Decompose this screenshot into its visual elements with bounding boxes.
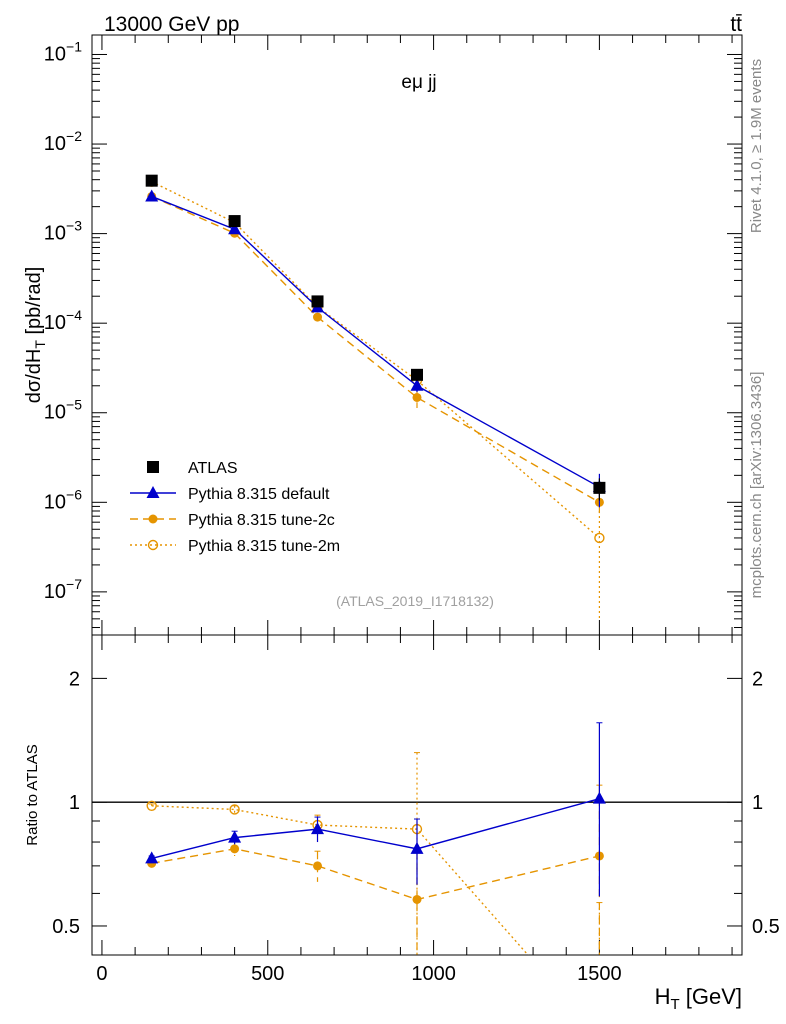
main-y-tick-label: 10−1 <box>44 38 82 65</box>
legend-label: ATLAS <box>188 460 238 477</box>
ratio-point <box>146 800 157 811</box>
main-y-tick-label: 10−6 <box>44 486 82 513</box>
x-tick-label: 1500 <box>577 963 622 985</box>
ratio-point <box>592 791 606 804</box>
x-tick-label: 500 <box>251 963 284 985</box>
main-y-tick-label: 10−4 <box>44 307 82 334</box>
mcplots-info-label: mcplots.cern.ch [arXiv:1306.3436] <box>748 372 765 599</box>
legend-marker <box>147 461 159 473</box>
x-tick-label: 1000 <box>411 963 456 985</box>
main-axis-ticks <box>92 35 742 635</box>
ratio-series-body <box>145 722 606 897</box>
ratio-series-body <box>146 752 603 955</box>
legend-entry: Pythia 8.315 default <box>130 486 330 503</box>
ratio-frame <box>91 634 743 956</box>
data-point <box>145 174 158 187</box>
ratio-point <box>311 822 325 835</box>
header-left-label: 13000 GeV pp <box>104 13 239 36</box>
ratio-point <box>228 830 242 843</box>
legend-label: Pythia 8.315 tune-2m <box>188 538 340 555</box>
main-y-tick-label: 10−2 <box>44 128 82 155</box>
ratio-series-pythia-8-315-tune-2c <box>147 784 604 955</box>
data-point <box>593 481 606 494</box>
main-series-group <box>145 174 606 619</box>
ratio-series-group <box>145 722 606 955</box>
legend-entry: Pythia 8.315 tune-2c <box>130 512 335 529</box>
ratio-point <box>230 844 240 854</box>
main-y-axis-label: dσ/dHT [pb/rad] <box>23 267 48 404</box>
x-tick-label: 0 <box>96 963 107 985</box>
x-axis-label: HT [GeV] <box>655 984 742 1013</box>
legend-label: Pythia 8.315 tune-2c <box>188 512 335 529</box>
ratio-y-tick-label: 2 <box>69 668 80 690</box>
ratio-panel: 0.5 0.5 1 1 2 2 Ratio to ATLAS 0 500 1000 1500 H… <box>24 634 780 1013</box>
main-y-tick-label: 10−5 <box>44 397 82 424</box>
ratio-axis-ticks <box>92 635 742 955</box>
ratio-point <box>412 894 422 904</box>
data-point <box>594 532 605 544</box>
legend-entry: Pythia 8.315 tune-2m <box>130 538 340 555</box>
ratio-point <box>145 851 159 864</box>
header-right-label: tt̄ <box>730 13 742 36</box>
analysis-watermark: (ATLAS_2019_I1718132) <box>336 593 494 609</box>
ratio-series-body <box>147 784 604 955</box>
rivet-info-label: Rivet 4.1.0, ≥ 1.9M events <box>748 59 765 233</box>
ratio-y-tick-label: 1 <box>69 792 80 814</box>
data-point <box>410 378 424 391</box>
main-panel: 10−7 10−6 10−5 10−4 10−3 10−2 10−1 eμ jj (ATLA… <box>23 34 743 636</box>
data-point <box>228 222 242 235</box>
ratio-line <box>151 805 529 955</box>
ratio-series-pythia-8-315-tune-2m <box>146 752 603 955</box>
series-line <box>151 181 600 539</box>
data-point <box>313 312 323 322</box>
ratio-series-pythia-8-315-default <box>145 722 606 897</box>
main-y-tick-label: 10−7 <box>44 576 82 603</box>
ratio-y-tick-labels: 0.5 0.5 1 1 2 2 <box>52 668 780 938</box>
series-line <box>151 195 600 503</box>
legend-marker <box>147 539 159 551</box>
ratio-y-tick-label-right: 1 <box>752 792 763 814</box>
series-line <box>151 195 600 488</box>
series-atlas <box>145 174 606 501</box>
ratio-point <box>229 804 240 815</box>
data-point <box>412 392 422 402</box>
main-title: eμ jj <box>401 72 436 93</box>
legend-marker <box>148 514 158 524</box>
x-tick-labels: 0 500 1000 1500 <box>96 963 621 985</box>
ratio-y-axis-label: Ratio to ATLAS <box>24 744 41 845</box>
main-y-tick-label: 10−3 <box>44 218 82 245</box>
legend-entry: ATLAS <box>147 460 238 477</box>
ratio-line <box>151 797 600 860</box>
ratio-y-tick-label: 0.5 <box>52 916 80 938</box>
ratio-point <box>313 861 323 871</box>
legend-label: Pythia 8.315 default <box>188 486 330 503</box>
ratio-point <box>410 841 424 854</box>
data-point <box>411 368 423 381</box>
ratio-line <box>151 848 600 901</box>
data-point <box>145 189 159 202</box>
data-point <box>311 295 324 308</box>
main-y-tick-labels: 10−7 10−6 10−5 10−4 10−3 10−2 10−1 <box>44 38 82 602</box>
ratio-y-tick-label-right: 0.5 <box>752 916 780 938</box>
legend-marker <box>146 486 160 498</box>
ratio-y-tick-label-right: 2 <box>752 668 763 690</box>
legend: ATLAS Pythia 8.315 default Pythia 8.315 tu… <box>130 460 340 555</box>
data-point <box>228 215 241 228</box>
